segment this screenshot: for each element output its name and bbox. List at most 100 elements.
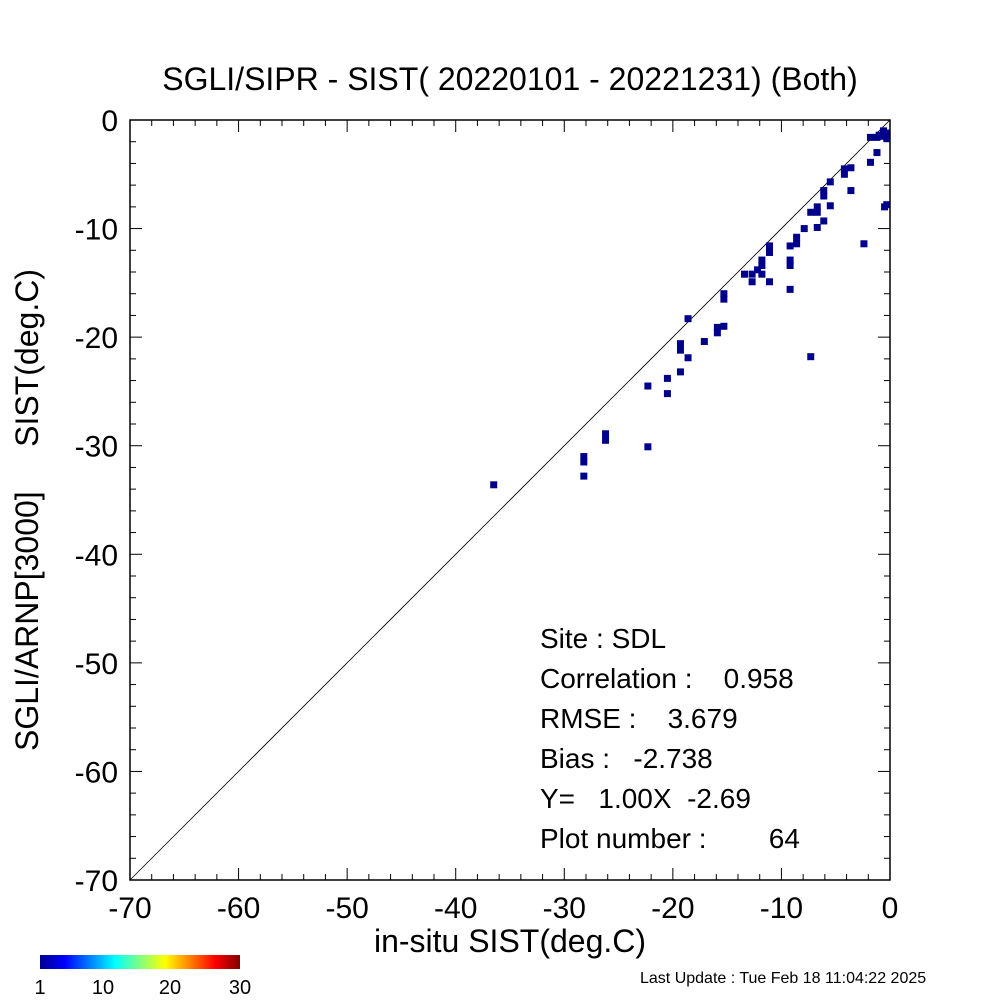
data-point: [758, 261, 766, 269]
colorbar-tick-label: 1: [34, 977, 45, 999]
last-update-text: Last Update : Tue Feb 18 11:04:22 2025: [640, 970, 926, 987]
data-point: [748, 270, 756, 278]
x-tick-label: -30: [543, 892, 586, 925]
data-point: [826, 202, 834, 210]
plot-frame: [129, 119, 891, 881]
data-point: [820, 217, 828, 225]
data-point: [663, 374, 671, 382]
data-point: [580, 472, 588, 480]
data-point: [793, 240, 801, 248]
stats-box: Site : SDL Correlation : 0.958 RMSE : 3.…: [540, 623, 800, 854]
stats-site: Site : SDL: [540, 623, 666, 654]
y-axis-label: SGLI/ARNP[3000] SIST(deg.C): [9, 269, 45, 751]
data-point: [840, 170, 848, 178]
y-tick-label: -20: [75, 322, 118, 355]
data-point: [580, 453, 588, 461]
stats-rmse: RMSE : 3.679: [540, 703, 738, 734]
stats-plot-number: Plot number : 64: [540, 823, 800, 854]
data-point: [879, 127, 887, 135]
data-point: [860, 240, 868, 248]
one-to-one-line: [129, 119, 891, 881]
chart-title: SGLI/SIPR - SIST( 20220101 - 20221231) (…: [162, 61, 857, 97]
x-tick-labels: -70 -60 -50 -40 -30 -20 -10 0: [108, 892, 898, 925]
data-point: [813, 203, 821, 211]
x-tick-label: -20: [651, 892, 694, 925]
data-point: [644, 382, 652, 390]
data-point: [754, 266, 762, 274]
data-point: [765, 278, 773, 286]
data-point: [807, 353, 815, 361]
x-tick-label: -50: [325, 892, 368, 925]
data-point: [786, 285, 794, 293]
data-points: [490, 127, 891, 489]
y-tick-labels: 0 -10 -20 -30 -40 -50 -60 -70: [75, 105, 118, 898]
data-point: [820, 192, 828, 200]
data-point: [663, 390, 671, 398]
data-point: [866, 133, 874, 141]
data-point: [786, 242, 794, 250]
x-tick-label: -40: [434, 892, 477, 925]
data-point: [866, 158, 874, 166]
data-point: [490, 481, 498, 489]
colorbar-tick-label: 30: [229, 977, 251, 999]
data-point: [826, 178, 834, 186]
data-point: [748, 278, 756, 286]
data-point: [820, 187, 828, 195]
x-tick-label: -60: [217, 892, 260, 925]
colorbar-gradient: [40, 955, 240, 969]
data-point: [813, 208, 821, 216]
data-point: [758, 256, 766, 264]
data-point: [684, 354, 692, 362]
data-point: [847, 164, 855, 172]
data-point: [800, 225, 808, 233]
data-point: [713, 329, 721, 337]
data-point: [786, 261, 794, 269]
y-tick-label: -10: [75, 214, 118, 247]
x-tick-label: -70: [108, 892, 151, 925]
data-point: [840, 165, 848, 173]
stats-fit: Y= 1.00X -2.69: [540, 783, 751, 814]
data-point: [684, 315, 692, 323]
y-tick-label: -60: [75, 756, 118, 789]
data-point: [847, 187, 855, 195]
data-point: [713, 323, 721, 331]
y-tick-label: 0: [101, 105, 118, 138]
data-point: [720, 322, 728, 330]
data-point: [758, 270, 766, 278]
y-tick-label: -40: [75, 539, 118, 572]
y-tick-label: -30: [75, 431, 118, 464]
data-point: [676, 346, 684, 354]
colorbar-tick-labels: 1 10 20 30: [34, 977, 251, 999]
x-tick-label: 0: [882, 892, 899, 925]
stats-bias: Bias : -2.738: [540, 743, 713, 774]
data-point: [720, 290, 728, 298]
colorbar-tick-label: 20: [159, 977, 181, 999]
data-point: [580, 458, 588, 466]
y-tick-label: -70: [75, 865, 118, 898]
data-point: [873, 149, 881, 157]
data-point: [813, 223, 821, 231]
data-point: [676, 340, 684, 348]
data-point: [883, 134, 891, 142]
data-point: [765, 248, 773, 256]
data-point: [644, 443, 652, 451]
colorbar-tick-label: 10: [92, 977, 114, 999]
data-point: [720, 295, 728, 303]
data-point: [602, 430, 610, 438]
x-tick-label: -10: [760, 892, 803, 925]
data-point: [700, 337, 708, 345]
data-point: [786, 256, 794, 264]
data-point: [793, 233, 801, 241]
data-point: [765, 242, 773, 250]
x-axis-label: in-situ SIST(deg.C): [374, 923, 646, 959]
data-point: [807, 208, 815, 216]
data-point: [676, 368, 684, 376]
y-tick-label: -50: [75, 648, 118, 681]
colorbar: 1 10 20 30: [34, 955, 251, 999]
data-point: [881, 203, 889, 211]
data-point: [875, 131, 883, 139]
data-point: [741, 270, 749, 278]
data-point: [602, 436, 610, 444]
stats-correlation: Correlation : 0.958: [540, 663, 794, 694]
